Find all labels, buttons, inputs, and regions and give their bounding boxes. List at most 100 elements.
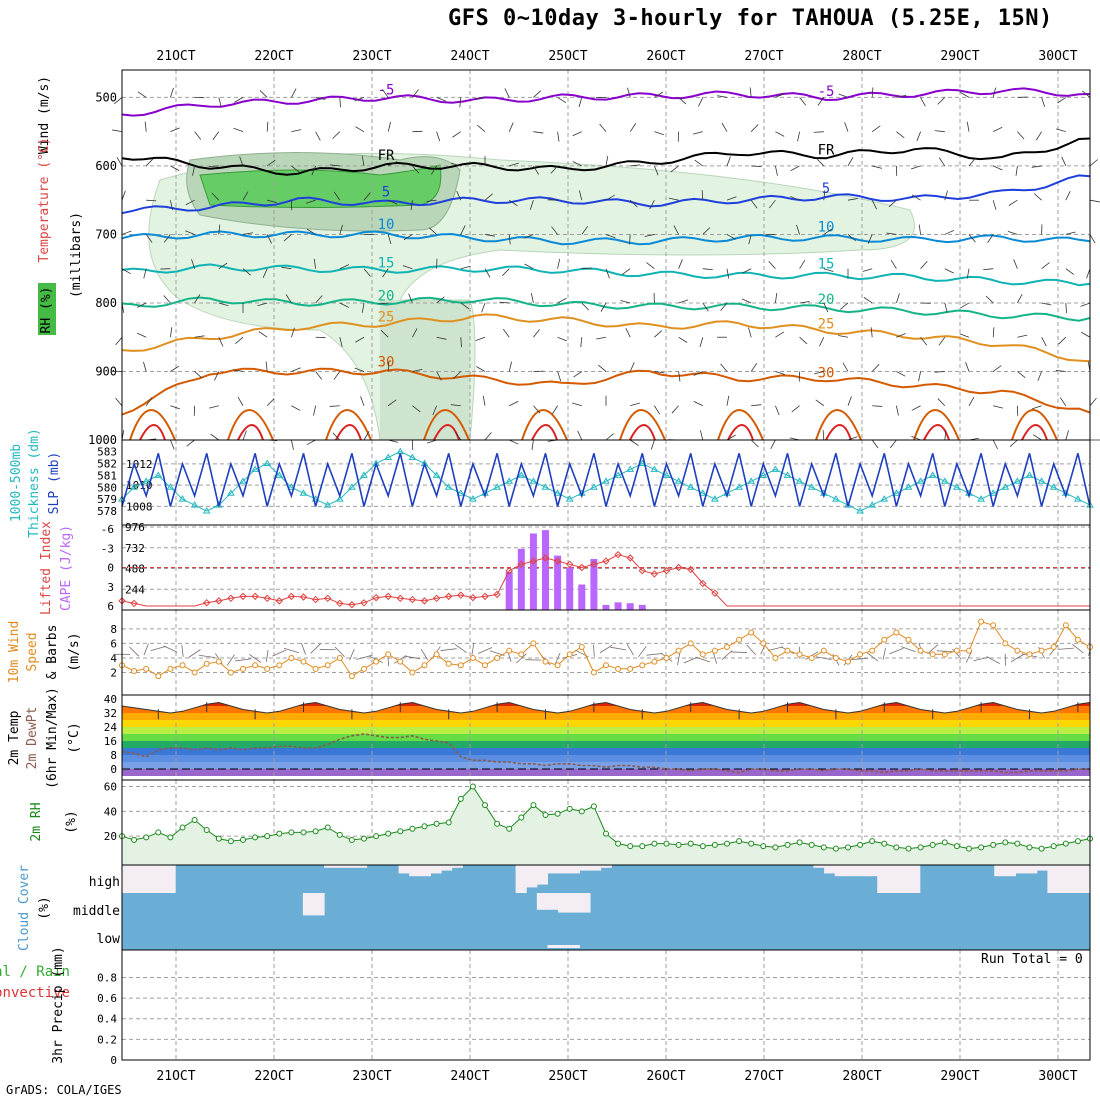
date-tick-bottom: 25OCT bbox=[548, 1069, 587, 1084]
wind-speed-point bbox=[191, 669, 198, 676]
surface-wind-barb bbox=[767, 646, 784, 652]
warm-contour bbox=[227, 409, 274, 441]
thickness-point bbox=[469, 495, 477, 502]
surface-wind-barb bbox=[599, 644, 613, 654]
temperature-tick: 0 bbox=[110, 763, 117, 776]
rh-point bbox=[711, 841, 718, 848]
thickness-point bbox=[166, 483, 175, 490]
temperature-band bbox=[122, 727, 1090, 734]
wind-barb bbox=[920, 261, 928, 269]
wind-barb bbox=[1065, 430, 1069, 441]
hot-contour bbox=[531, 424, 558, 441]
wind-speed-point bbox=[143, 665, 150, 672]
wind-barb bbox=[934, 130, 945, 133]
wind-speed-point bbox=[361, 665, 367, 672]
thickness-point bbox=[989, 489, 998, 496]
wind-speed-point bbox=[179, 662, 186, 669]
wind-barb bbox=[742, 268, 752, 274]
wind-barb bbox=[748, 234, 752, 245]
wind-barb bbox=[115, 336, 123, 346]
wind-barb bbox=[242, 232, 253, 235]
wind-speed-point bbox=[941, 651, 948, 658]
thickness-point bbox=[614, 471, 622, 478]
high-cloud-gap bbox=[1026, 865, 1038, 874]
lifted-index-point bbox=[674, 563, 683, 572]
wind-speed-point bbox=[772, 654, 779, 661]
cape-bar bbox=[578, 584, 586, 610]
thickness-point bbox=[832, 495, 840, 502]
wind-barb bbox=[194, 335, 205, 338]
wind-speed-point bbox=[990, 622, 997, 629]
wind-barb bbox=[750, 439, 759, 448]
wind-barb bbox=[768, 199, 776, 209]
surface-wind-barb bbox=[143, 643, 149, 656]
precip-tick: 0.8 bbox=[97, 971, 117, 984]
wind-barb bbox=[363, 431, 370, 441]
cloud-level-low: low bbox=[97, 932, 121, 947]
wind-barb bbox=[889, 439, 897, 449]
lifted-index-tick: 6 bbox=[107, 600, 114, 613]
wind-speed-point bbox=[881, 636, 888, 643]
wind-barb bbox=[233, 127, 244, 133]
wind-barb bbox=[339, 337, 343, 348]
warm-contour bbox=[913, 409, 960, 441]
wind-barb bbox=[694, 159, 704, 167]
lifted-index-tick: 0 bbox=[107, 562, 114, 575]
thickness-point bbox=[239, 477, 247, 484]
wind-barb bbox=[867, 234, 873, 244]
rh-point bbox=[941, 839, 948, 846]
lifted-index-point bbox=[348, 601, 356, 609]
wind-barb bbox=[775, 331, 785, 338]
thickness-point bbox=[541, 483, 550, 490]
cape-bar bbox=[626, 603, 634, 610]
wind-speed-point bbox=[445, 660, 452, 667]
wind-barb bbox=[572, 131, 582, 137]
wind-barb bbox=[581, 226, 589, 235]
wind-barb bbox=[291, 327, 295, 338]
surface-wind-barb bbox=[695, 656, 711, 663]
wind-barb bbox=[265, 361, 268, 372]
high-cloud-gap bbox=[590, 865, 602, 871]
surface-wind-barb bbox=[852, 657, 869, 661]
slp-label: SLP (mb) bbox=[47, 452, 62, 515]
lifted-index-point bbox=[202, 599, 211, 607]
wind-barb bbox=[580, 337, 583, 348]
wind-barb bbox=[475, 97, 486, 100]
high-cloud-gap bbox=[855, 865, 868, 877]
wind-barb bbox=[114, 97, 123, 105]
wind-barb bbox=[508, 122, 514, 132]
high-cloud-gap bbox=[334, 865, 346, 868]
high-cloud-gap bbox=[153, 865, 166, 893]
cloud-label: Cloud Cover bbox=[17, 865, 32, 951]
wind-barb bbox=[775, 131, 785, 137]
rh-point bbox=[554, 810, 561, 817]
high-cloud-gap bbox=[1068, 865, 1080, 893]
wind-barb bbox=[985, 295, 994, 304]
wind-barb bbox=[262, 268, 268, 279]
high-cloud-gap bbox=[324, 865, 336, 868]
pressure-tick: 900 bbox=[95, 364, 117, 378]
date-tick-bottom: 21OCT bbox=[156, 1069, 195, 1084]
wind-barb bbox=[896, 405, 899, 416]
wind-barb bbox=[121, 268, 131, 275]
wind-barb bbox=[145, 158, 154, 167]
wind-barb bbox=[741, 298, 752, 304]
lifted-index-line bbox=[121, 554, 1090, 607]
wind-barb bbox=[460, 337, 462, 348]
wind-barb bbox=[266, 234, 272, 244]
rh2m-label: 2m RH bbox=[29, 802, 44, 841]
wind-barb bbox=[702, 268, 713, 271]
wind-barb bbox=[937, 398, 946, 407]
lifted-index-point bbox=[602, 557, 610, 565]
rh-point bbox=[578, 808, 585, 815]
thickness-point bbox=[263, 459, 272, 466]
wind-barb bbox=[678, 299, 689, 304]
rh-point bbox=[905, 845, 912, 852]
wind-barb bbox=[678, 259, 683, 269]
surface-wind-barb bbox=[198, 654, 215, 658]
wind-speed-point bbox=[215, 658, 222, 665]
rh-point bbox=[191, 817, 198, 824]
wind-barb bbox=[291, 165, 300, 173]
thickness-tick: 582 bbox=[97, 457, 117, 470]
temp2m-label-1: 2m Temp bbox=[7, 710, 22, 765]
